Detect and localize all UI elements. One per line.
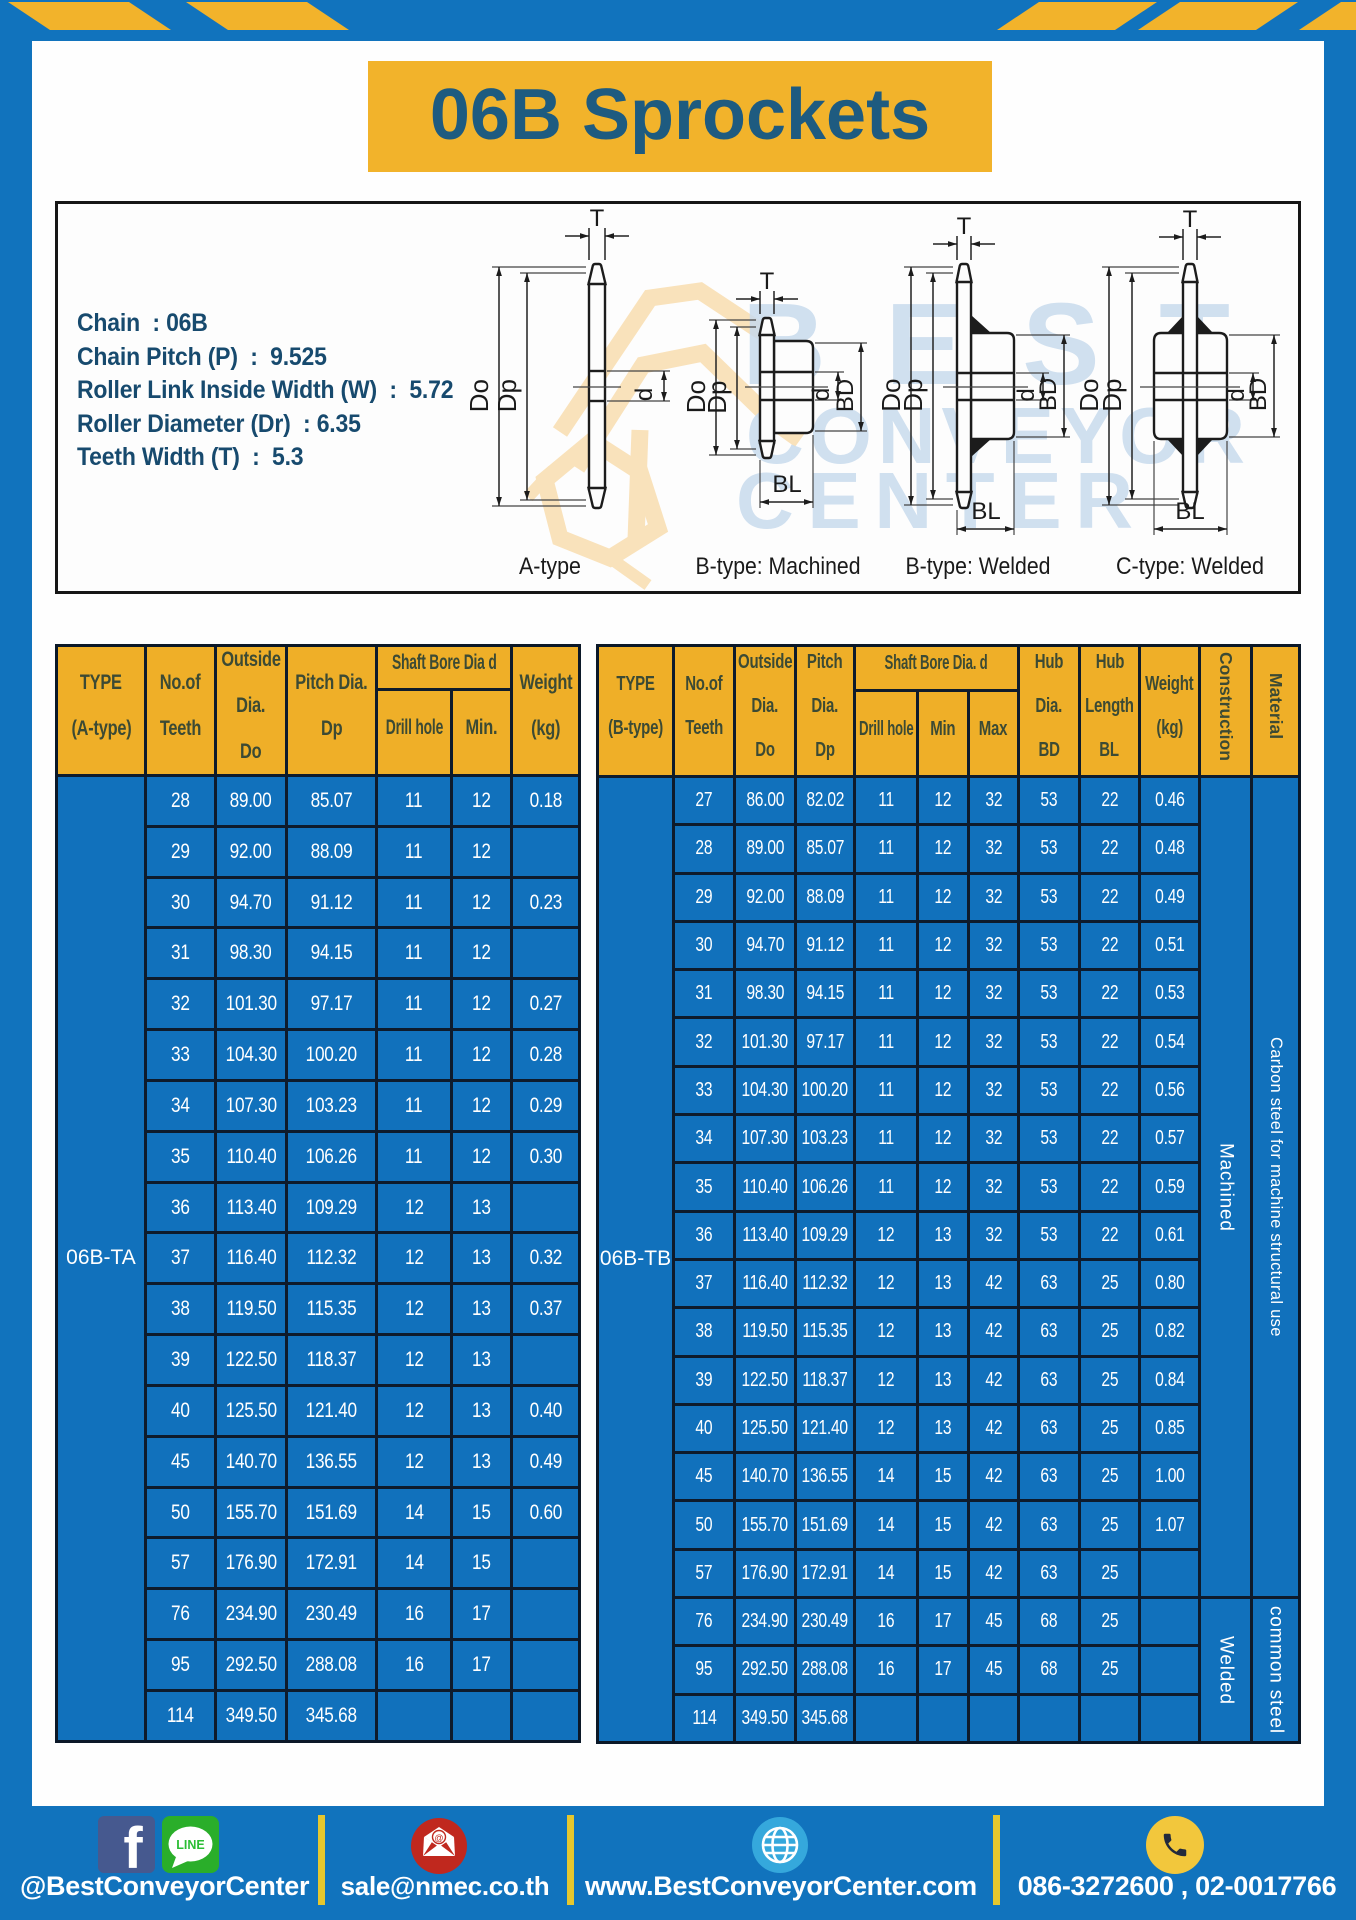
svg-text:Do: Do [464, 379, 494, 412]
svg-text:A-type: A-type [519, 553, 581, 580]
svg-text:Dp: Dp [492, 379, 522, 412]
svg-text:Dp: Dp [898, 378, 928, 411]
svg-text:Do: Do [1074, 378, 1104, 411]
svg-text:BD: BD [1245, 378, 1272, 411]
svg-text:C-type: Welded: C-type: Welded [1116, 553, 1264, 580]
svg-text:T: T [957, 213, 972, 240]
svg-text:Do: Do [876, 378, 906, 411]
svg-text:BD: BD [1035, 378, 1062, 411]
svg-text:d: d [1013, 388, 1040, 401]
svg-text:LINE: LINE [176, 1838, 204, 1852]
svg-text:Do: Do [681, 380, 711, 413]
svg-text:B-type: Welded: B-type: Welded [906, 553, 1051, 580]
svg-text:BL: BL [971, 498, 1000, 525]
svg-text:Dp: Dp [1097, 378, 1127, 411]
svg-text:Dp: Dp [702, 380, 732, 413]
svg-text:T: T [1183, 206, 1198, 233]
svg-text:f: f [123, 1816, 143, 1881]
svg-text:@: @ [434, 1833, 443, 1843]
svg-text:BD: BD [832, 379, 859, 412]
svg-text:T: T [590, 205, 605, 232]
svg-text:BL: BL [772, 471, 801, 498]
svg-text:BL: BL [1175, 498, 1204, 525]
svg-text:B-type: Machined: B-type: Machined [696, 553, 861, 580]
svg-text:d: d [808, 388, 835, 401]
svg-text:T: T [760, 268, 775, 295]
svg-text:d: d [631, 388, 658, 401]
svg-text:d: d [1223, 388, 1250, 401]
